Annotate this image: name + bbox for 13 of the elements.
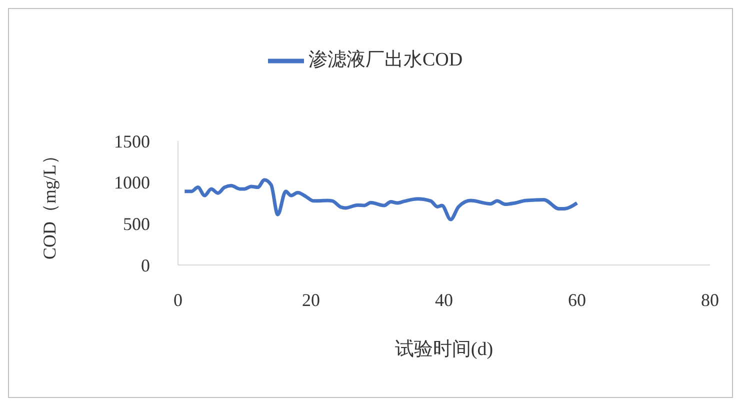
x-tick-label: 40 <box>435 290 453 310</box>
line-series <box>182 178 579 222</box>
legend-label: 渗滤液厂出水COD <box>308 49 463 70</box>
y-tick-label: 500 <box>123 214 150 234</box>
x-axis-title: 试验时间(d) <box>394 339 494 360</box>
y-axis-title: COD（mg/L） <box>39 146 60 260</box>
y-tick-label: 1500 <box>114 131 150 152</box>
y-tick-label: 0 <box>141 255 150 276</box>
x-tick-label: 20 <box>302 290 320 310</box>
x-tick-label: 60 <box>568 290 586 310</box>
x-tick-label: 80 <box>701 290 719 310</box>
y-tick-label: 1000 <box>114 172 150 193</box>
x-tick-label: 0 <box>174 290 182 310</box>
